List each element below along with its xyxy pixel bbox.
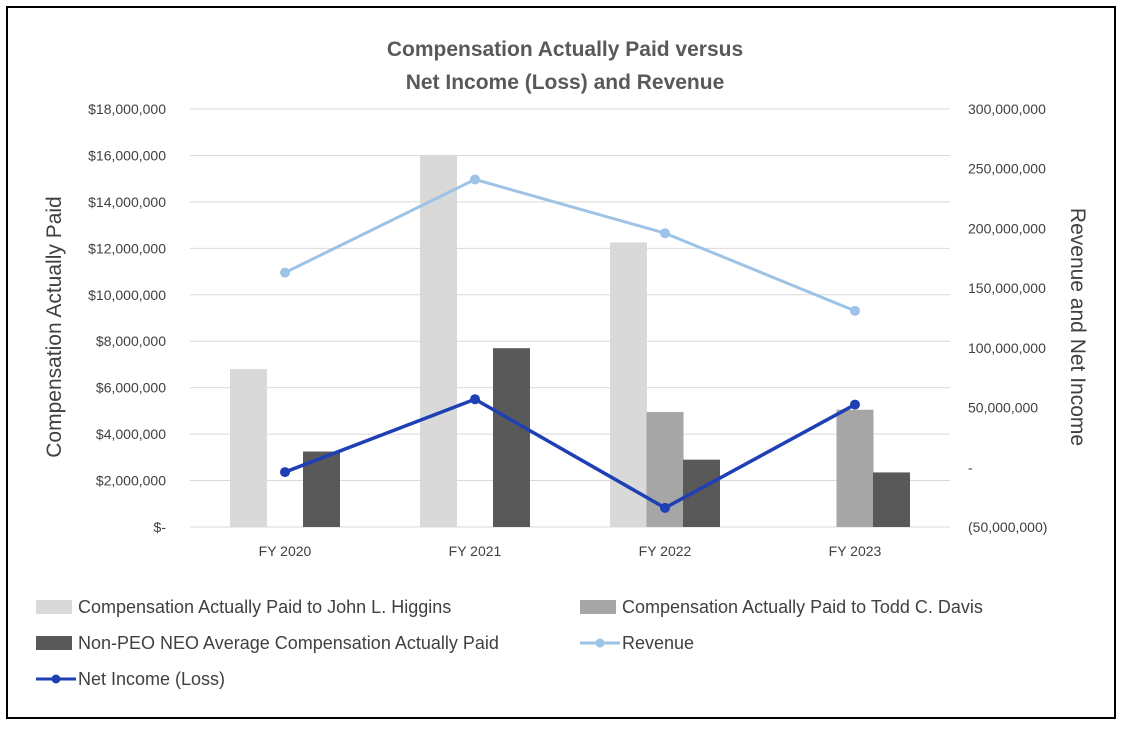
x-tick-label: FY 2020 — [259, 543, 312, 559]
bar-higgins — [230, 369, 267, 527]
right-axis-title: Revenue and Net Income — [1066, 208, 1089, 446]
legend-marker — [51, 674, 61, 684]
right-axis-ticks: (50,000,000) - 50,000,000 100,000,000 150,00… — [968, 101, 1047, 535]
left-tick-label: $14,000,000 — [88, 194, 166, 210]
right-tick-label: - — [968, 459, 973, 475]
net-income-point — [850, 399, 860, 410]
bar-higgins — [610, 242, 647, 527]
x-axis-ticks: FY 2020 FY 2021 FY 2022 FY 2023 — [259, 543, 882, 559]
right-tick-label: (50,000,000) — [968, 519, 1047, 535]
chart-frame: Compensation Actually Paid versus Net In… — [6, 6, 1116, 719]
left-tick-label: $6,000,000 — [96, 380, 166, 396]
revenue-point — [470, 174, 480, 185]
left-axis-title: Compensation Actually Paid — [43, 196, 66, 458]
chart-title-line-2: Net Income (Loss) and Revenue — [406, 71, 725, 94]
left-axis-ticks: $- $2,000,000 $4,000,000 $6,000,000 $8,000,0… — [88, 101, 166, 535]
legend-item: Compensation Actually Paid to John L. Hi… — [36, 597, 451, 617]
legend-label: Revenue — [622, 633, 694, 653]
legend-item: Revenue — [580, 633, 694, 653]
net-income-point — [470, 394, 480, 405]
legend-item: Compensation Actually Paid to Todd C. Da… — [580, 597, 983, 617]
legend: Compensation Actually Paid to John L. Hi… — [36, 597, 983, 689]
legend-swatch — [580, 600, 616, 614]
right-tick-label: 250,000,000 — [968, 161, 1046, 177]
revenue-line — [284, 177, 856, 313]
right-tick-label: 300,000,000 — [968, 101, 1046, 117]
chart-title-line-1: Compensation Actually Paid versus — [387, 38, 743, 61]
legend-item: Net Income (Loss) — [36, 669, 225, 689]
net-income-point — [660, 502, 670, 513]
revenue-point — [660, 228, 670, 239]
legend-label: Compensation Actually Paid to John L. Hi… — [78, 597, 451, 617]
left-tick-label: $8,000,000 — [96, 333, 166, 349]
x-tick-label: FY 2021 — [449, 543, 502, 559]
right-tick-label: 150,000,000 — [968, 280, 1046, 296]
left-tick-label: $- — [154, 519, 167, 535]
bar-neo-average — [873, 472, 910, 527]
line-series — [280, 174, 860, 513]
revenue-point — [850, 305, 860, 316]
legend-item: Non-PEO NEO Average Compensation Actuall… — [36, 633, 499, 653]
left-tick-label: $16,000,000 — [88, 147, 166, 163]
net-income-point — [280, 467, 290, 478]
legend-swatch — [36, 636, 72, 650]
right-tick-label: 50,000,000 — [968, 400, 1038, 416]
left-tick-label: $12,000,000 — [88, 240, 166, 256]
x-tick-label: FY 2023 — [829, 543, 882, 559]
left-tick-label: $4,000,000 — [96, 426, 166, 442]
legend-label: Net Income (Loss) — [78, 669, 225, 689]
bars — [230, 155, 910, 527]
legend-label: Compensation Actually Paid to Todd C. Da… — [622, 597, 983, 617]
bar-higgins — [420, 155, 457, 527]
left-tick-label: $10,000,000 — [88, 287, 166, 303]
bar-neo-average — [493, 348, 530, 527]
combo-chart: Compensation Actually Paid versus Net In… — [36, 38, 1089, 689]
bar-davis — [836, 409, 874, 527]
net-income-line — [284, 397, 856, 510]
right-tick-label: 100,000,000 — [968, 340, 1046, 356]
left-tick-label: $2,000,000 — [96, 473, 166, 489]
left-tick-label: $18,000,000 — [88, 101, 166, 117]
revenue-point — [280, 267, 290, 278]
right-tick-label: 200,000,000 — [968, 220, 1046, 236]
legend-swatch — [36, 600, 72, 614]
x-tick-label: FY 2022 — [639, 543, 692, 559]
legend-label: Non-PEO NEO Average Compensation Actuall… — [78, 633, 499, 653]
legend-marker — [595, 638, 605, 648]
